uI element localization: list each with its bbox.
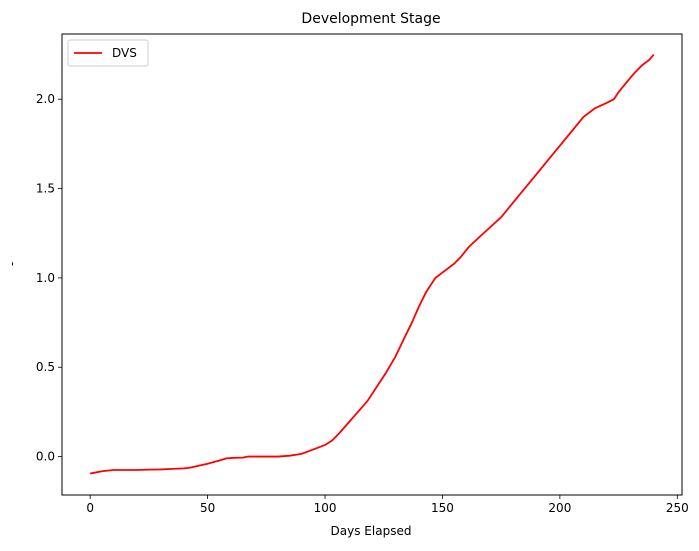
legend-label-dvs: DVS [112,46,137,60]
y-tick-label: 1.0 [36,271,55,285]
y-tick-label: 0.5 [36,360,55,374]
series-layer [90,53,655,475]
legend-box [67,39,149,67]
x-tick-label: 200 [548,501,571,515]
plot-frame [61,33,683,496]
series-line-dvs [90,53,655,475]
chart-title: Development Stage [301,11,440,27]
x-tick-label: 100 [314,501,337,515]
x-axis-ticks: 0 50 100 150 200 250 [86,495,689,515]
y-tick-label: 1.5 [36,182,55,196]
x-tick-label: 250 [666,501,689,515]
legend: DVS [67,39,149,67]
x-tick-label: 150 [431,501,454,515]
y-tick-label: 0.0 [36,450,55,464]
y-tick-label: 2.0 [36,92,55,106]
y-axis-ticks: 0.0 0.5 1.0 1.5 2.0 [36,92,62,464]
x-tick-label: 50 [200,501,215,515]
x-axis-label: Days Elapsed [331,524,412,538]
x-tick-label: 0 [86,501,94,515]
y-axis-label: - [5,262,19,266]
